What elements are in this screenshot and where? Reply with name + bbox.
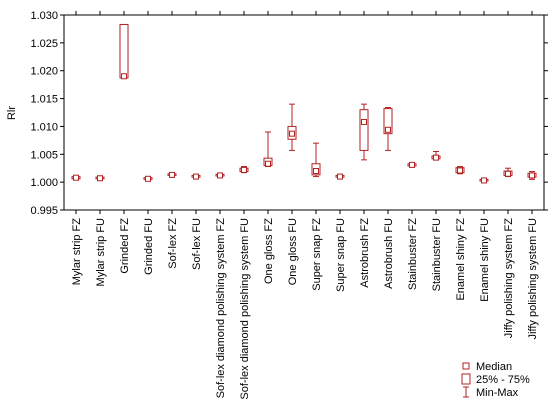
median-marker <box>121 73 127 80</box>
median-marker <box>361 118 367 125</box>
boxes <box>71 23 537 184</box>
y-tick-label: 1.010 <box>30 121 58 133</box>
box-12 <box>335 173 345 180</box>
x-tick-labels: Mylar strip FZ Mylar strip FU Grinded FZ Gr… <box>71 218 539 400</box>
box-10 <box>287 103 297 151</box>
box-4 <box>143 175 153 182</box>
median-marker <box>529 172 535 179</box>
box-14 <box>383 106 393 151</box>
legend-label: Min-Max <box>476 387 519 399</box>
y-tick-label: 0.995 <box>30 205 58 217</box>
box-13 <box>359 103 369 161</box>
y-ticks: 0.995 1.000 1.005 1.010 1.015 1.020 1.025 1.030 <box>30 10 548 217</box>
x-tick-label: Sof-lex FZ <box>167 218 179 269</box>
median-marker <box>385 126 391 133</box>
x-tick-label: Jiffy polishing system FU <box>527 218 539 340</box>
x-tick-label: One gloss FU <box>287 218 299 285</box>
x-tick-label: Mylar strip FU <box>95 218 107 287</box>
box-15 <box>407 161 417 168</box>
median-marker <box>337 173 343 180</box>
legend-label: Median <box>476 361 512 373</box>
box-1 <box>71 174 81 181</box>
median-marker <box>481 177 487 184</box>
median-marker <box>217 172 223 179</box>
legend-item-median: Median <box>462 361 512 373</box>
box-5 <box>167 171 177 178</box>
x-tick-label: Stainbuster FU <box>431 218 443 291</box>
legend-item-box: 25% - 75% <box>461 373 530 386</box>
median-marker <box>433 154 439 161</box>
x-tick-label: Astrobrush FZ <box>359 218 371 288</box>
iqr-box <box>383 108 393 135</box>
x-tick-label: Super snap FU <box>335 218 347 292</box>
median-marker <box>97 175 103 182</box>
median-marker <box>73 174 79 181</box>
x-tick-label: Mylar strip FZ <box>71 218 83 286</box>
x-tick-label: Grinded FZ <box>119 218 131 274</box>
x-tick-label: Jiffy polishing system FZ <box>503 218 515 339</box>
y-tick-label: 1.025 <box>30 38 58 50</box>
x-tick-label: Sof-lex FU <box>191 218 203 270</box>
x-tick-label: Astrobrush FU <box>383 218 395 289</box>
box-8 <box>239 166 249 174</box>
median-marker <box>169 171 175 178</box>
box-9 <box>263 131 273 168</box>
median-marker <box>457 167 463 174</box>
x-tick-label: One gloss FZ <box>263 218 275 284</box>
iqr-box <box>119 23 129 79</box>
box-7 <box>215 172 225 179</box>
median-marker <box>145 175 151 182</box>
median-marker <box>409 161 415 168</box>
x-tick-label: Sof-lex diamond polishing system FU <box>239 218 251 400</box>
box-3 <box>119 23 129 80</box>
box-19 <box>503 167 513 178</box>
box-2 <box>95 175 105 182</box>
legend-item-whisker: Min-Max <box>463 386 519 399</box>
x-tick-label: Enamel shiny FU <box>479 218 491 302</box>
y-axis-label: Rlr <box>6 106 18 120</box>
x-tick-label: Super snap FZ <box>311 218 323 291</box>
legend-median-icon <box>462 362 470 370</box>
median-marker <box>289 130 295 137</box>
median-marker <box>241 166 247 173</box>
x-tick-label: Stainbuster FZ <box>407 218 419 290</box>
iqr-box <box>359 109 369 151</box>
y-tick-label: 1.020 <box>30 66 58 78</box>
y-tick-label: 1.015 <box>30 94 58 106</box>
box-18 <box>479 177 489 184</box>
box-11 <box>311 142 321 178</box>
box-20 <box>527 171 537 180</box>
axes <box>63 11 545 214</box>
y-tick-label: 1.030 <box>30 10 58 22</box>
legend-label: 25% - 75% <box>476 374 530 386</box>
x-tick-label: Grinded FU <box>143 218 155 275</box>
legend-box-icon <box>461 373 471 385</box>
median-marker <box>193 173 199 180</box>
plot-frame <box>63 14 545 211</box>
box-6 <box>191 173 201 180</box>
y-tick-label: 1.005 <box>30 149 58 161</box>
median-marker <box>313 168 319 174</box>
x-tick-label: Sof-lex diamond polishing system FZ <box>215 218 227 399</box>
x-tick-label: Enamel shiny FZ <box>455 218 467 301</box>
median-marker <box>505 170 511 177</box>
box-17 <box>455 166 465 175</box>
y-tick-label: 1.000 <box>30 177 58 189</box>
box-16 <box>431 151 441 161</box>
median-marker <box>265 160 271 167</box>
